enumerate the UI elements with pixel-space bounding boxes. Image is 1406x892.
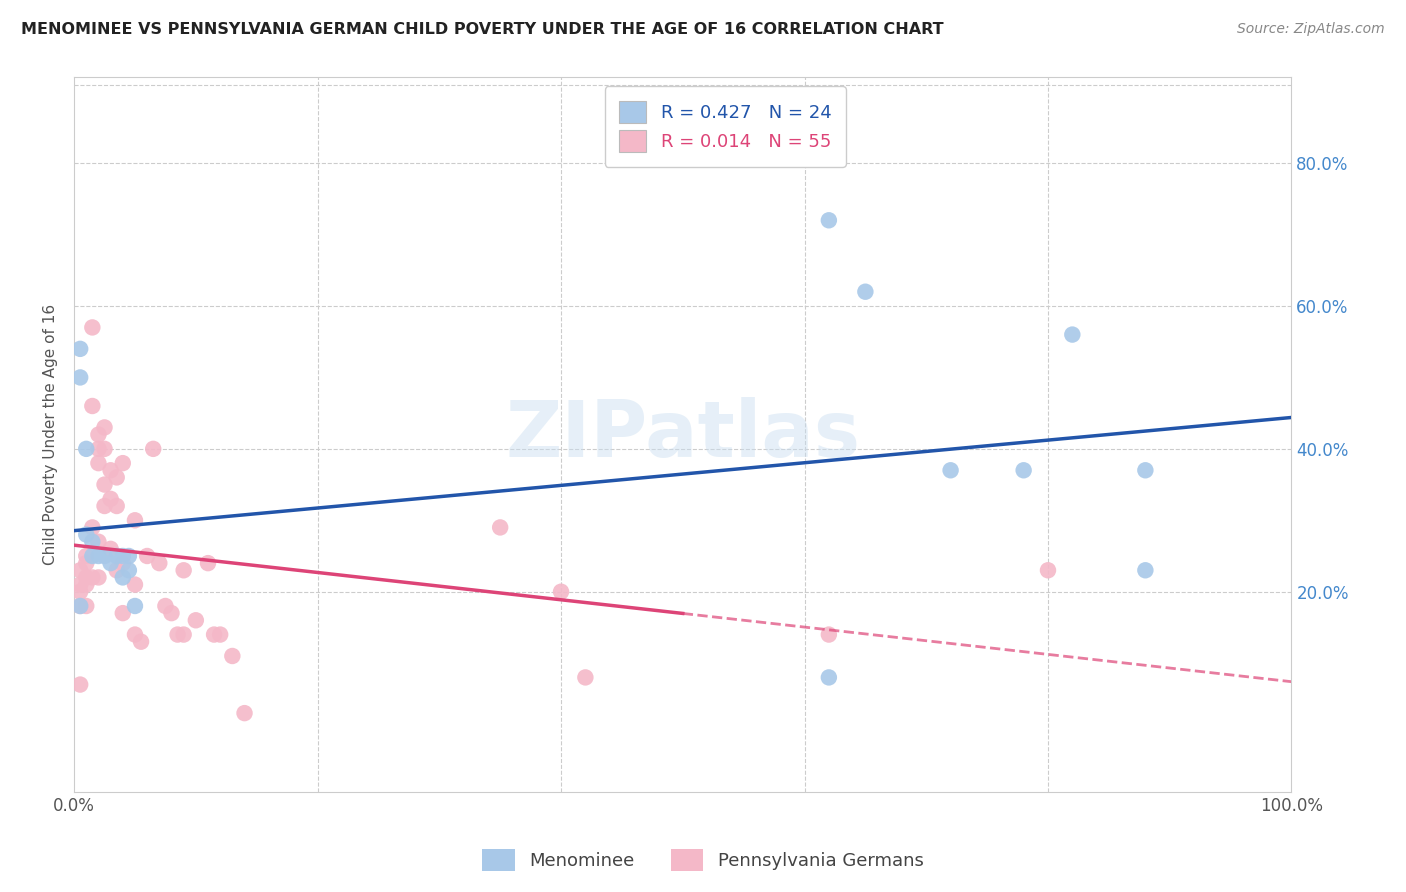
Point [124, 513, 146, 527]
Point [111, 606, 134, 620]
Y-axis label: Child Poverty Under the Age of 16: Child Poverty Under the Age of 16 [44, 304, 58, 566]
Point [75, 442, 97, 456]
Point [136, 549, 159, 563]
Point [1135, 563, 1157, 577]
Point [124, 627, 146, 641]
Point [818, 670, 841, 684]
Point [69, 599, 91, 613]
Point [69, 577, 91, 591]
Point [166, 627, 188, 641]
Point [87, 456, 110, 470]
Point [1012, 463, 1035, 477]
Point [93, 477, 115, 491]
Point [105, 499, 128, 513]
Legend: Menominee, Pennsylvania Germans: Menominee, Pennsylvania Germans [475, 842, 931, 879]
Point [69, 563, 91, 577]
Point [69, 370, 91, 384]
Point [233, 706, 256, 720]
Text: ZIPatlas: ZIPatlas [505, 397, 860, 473]
Point [118, 563, 141, 577]
Point [93, 420, 115, 434]
Point [124, 577, 146, 591]
Point [221, 648, 243, 663]
Point [129, 634, 152, 648]
Point [105, 549, 128, 563]
Point [93, 549, 115, 563]
Point [82, 399, 104, 413]
Point [105, 563, 128, 577]
Point [184, 613, 207, 627]
Point [75, 570, 97, 584]
Text: MENOMINEE VS PENNSYLVANIA GERMAN CHILD POVERTY UNDER THE AGE OF 16 CORRELATION C: MENOMINEE VS PENNSYLVANIA GERMAN CHILD P… [21, 22, 943, 37]
Point [550, 584, 572, 599]
Point [209, 627, 232, 641]
Point [1036, 563, 1059, 577]
Point [69, 677, 91, 691]
Point [111, 556, 134, 570]
Point [118, 549, 141, 563]
Point [197, 556, 219, 570]
Point [100, 556, 122, 570]
Point [75, 527, 97, 541]
Point [1135, 463, 1157, 477]
Point [148, 556, 170, 570]
Point [82, 549, 104, 563]
Point [69, 584, 91, 599]
Point [574, 670, 596, 684]
Legend: R = 0.427   N = 24, R = 0.014   N = 55: R = 0.427 N = 24, R = 0.014 N = 55 [605, 87, 846, 167]
Point [75, 549, 97, 563]
Point [853, 285, 876, 299]
Point [100, 541, 122, 556]
Point [87, 534, 110, 549]
Point [100, 463, 122, 477]
Point [82, 570, 104, 584]
Point [82, 320, 104, 334]
Point [93, 499, 115, 513]
Point [111, 456, 134, 470]
Point [818, 627, 841, 641]
Point [87, 570, 110, 584]
Point [489, 520, 512, 534]
Point [142, 442, 165, 456]
Point [1062, 327, 1084, 342]
Point [124, 599, 146, 613]
Point [82, 520, 104, 534]
Point [82, 534, 104, 549]
Point [93, 442, 115, 456]
Point [111, 570, 134, 584]
Point [75, 599, 97, 613]
Point [87, 442, 110, 456]
Point [173, 627, 195, 641]
Point [111, 549, 134, 563]
Point [105, 470, 128, 484]
Point [69, 342, 91, 356]
Point [75, 577, 97, 591]
Text: Source: ZipAtlas.com: Source: ZipAtlas.com [1237, 22, 1385, 37]
Point [69, 599, 91, 613]
Point [87, 549, 110, 563]
Point [100, 491, 122, 506]
Point [818, 213, 841, 227]
Point [202, 627, 225, 641]
Point [173, 563, 195, 577]
Point [87, 427, 110, 442]
Point [160, 606, 183, 620]
Point [939, 463, 962, 477]
Point [155, 599, 177, 613]
Point [75, 556, 97, 570]
